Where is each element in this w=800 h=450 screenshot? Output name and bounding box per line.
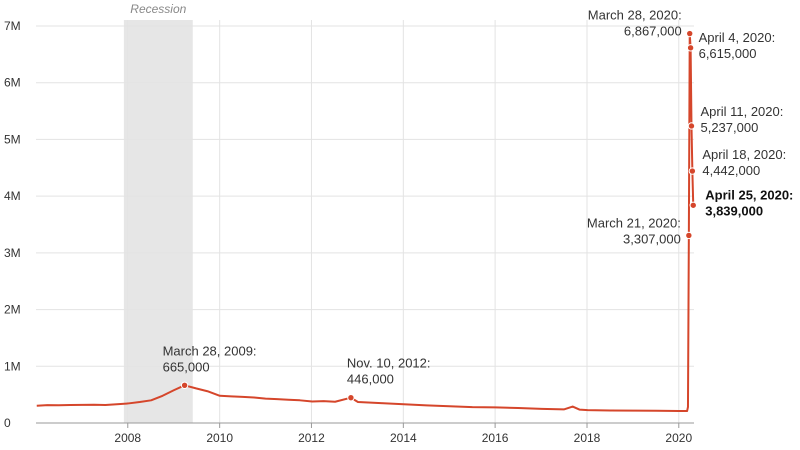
annotation-point — [687, 122, 696, 130]
x-tick-label: 2014 — [390, 431, 417, 445]
annotation-value-label: 3,839,000 — [705, 203, 763, 218]
x-tick-label: 2018 — [574, 431, 601, 445]
annotation-layer: March 28, 2009:665,000 Nov. 10, 2012:446,… — [163, 8, 793, 402]
annotation-point — [180, 381, 189, 389]
annotation-point — [686, 29, 694, 38]
y-tick-label: 6M — [4, 76, 21, 90]
recession-label: Recession — [130, 2, 186, 16]
recession-band-layer: Recession — [123, 2, 193, 423]
series-line-layer — [36, 32, 695, 413]
annotation-date-label: March 28, 2009: — [163, 343, 257, 358]
annotation-value-label: 3,307,000 — [623, 231, 681, 246]
grid-layer — [36, 20, 694, 423]
annotation-point — [347, 394, 355, 402]
annotation-point — [686, 44, 695, 52]
x-tick-label: 2010 — [206, 431, 233, 445]
axes-layer: 0 1M 2M 3M 4M 5M 6M 7M 2008 2010 2012 2014 2016 2018 2… — [4, 19, 694, 445]
annotation-point — [688, 167, 697, 175]
annotation-value-label: 446,000 — [347, 372, 394, 387]
annotation-date-label: April 11, 2020: — [700, 104, 783, 119]
annotation-date-label: March 28, 2020: — [588, 8, 682, 23]
annotation-value-label: 6,615,000 — [699, 46, 757, 61]
annotation-point — [685, 231, 693, 240]
annotation-date-label: April 4, 2020: — [699, 30, 776, 45]
y-tick-label: 1M — [4, 359, 21, 373]
x-tick-label: 2012 — [298, 431, 325, 445]
y-tick-label: 0 — [4, 416, 11, 430]
x-tick-label: 2020 — [665, 431, 692, 445]
annotation-value-label: 4,442,000 — [702, 163, 760, 178]
y-tick-label: 4M — [4, 189, 21, 203]
annotation-date-label: April 25, 2020: — [705, 187, 793, 202]
annotation-value-label: 5,237,000 — [700, 120, 758, 135]
annotation-date-label: March 21, 2020: — [587, 215, 681, 230]
recession-band — [123, 20, 193, 423]
y-tick-label: 5M — [4, 132, 21, 146]
annotation-date-label: Nov. 10, 2012: — [347, 356, 431, 371]
annotation-point — [689, 201, 697, 209]
x-tick-label: 2008 — [114, 431, 141, 445]
y-tick-label: 2M — [4, 303, 21, 317]
y-tick-label: 3M — [4, 246, 21, 260]
series-line — [36, 32, 695, 413]
annotation-date-label: April 18, 2020: — [702, 147, 786, 162]
annotation-value-label: 665,000 — [163, 359, 210, 374]
y-tick-label: 7M — [4, 19, 21, 33]
x-tick-label: 2016 — [482, 431, 509, 445]
annotation-value-label: 6,867,000 — [624, 24, 682, 39]
